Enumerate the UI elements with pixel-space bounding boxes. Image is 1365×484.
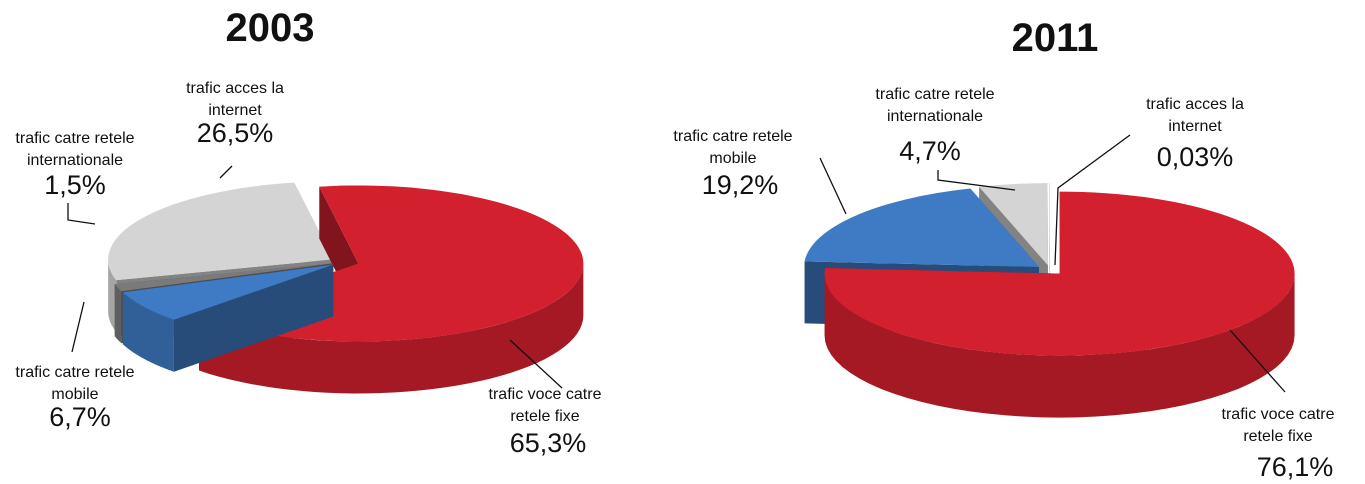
slice-label: trafic voce catre retele fixe xyxy=(488,386,602,425)
value-label: 1,5% xyxy=(44,170,106,200)
slice-label: trafic acces la internet xyxy=(186,80,284,119)
leader-line xyxy=(1054,134,1131,266)
slice-label: trafic voce catre retele fixe xyxy=(1221,406,1335,445)
value-label: 4,7% xyxy=(899,136,961,166)
value-label: 65,3% xyxy=(509,428,587,458)
value-label: 76,1% xyxy=(1256,452,1334,482)
slice-label: trafic catre retele internationale xyxy=(875,86,995,125)
slice-side xyxy=(122,292,174,372)
slice xyxy=(804,188,1040,267)
value-label: 6,7% xyxy=(49,402,111,432)
slice xyxy=(824,191,1295,356)
value-label: 0,03% xyxy=(1156,142,1234,172)
leader-line xyxy=(71,301,85,353)
chart-title: 2011 xyxy=(1011,16,1099,60)
leader-line xyxy=(937,170,1016,191)
slice xyxy=(114,263,332,292)
leader-line xyxy=(1229,329,1286,393)
slice xyxy=(979,183,1048,266)
slice-side xyxy=(108,259,117,333)
slice-label: trafic catre retele mobile xyxy=(673,128,793,167)
leader-line xyxy=(67,203,96,225)
chart-title: 2003 xyxy=(225,6,315,50)
slice-wall xyxy=(122,264,334,345)
leader-line xyxy=(819,157,847,215)
leader-line xyxy=(509,339,563,389)
slice xyxy=(108,182,334,281)
slice-side xyxy=(824,273,1295,418)
value-label: 19,2% xyxy=(701,170,779,200)
leader-lines xyxy=(67,134,1286,393)
slice xyxy=(122,264,334,320)
slice-side xyxy=(114,284,122,344)
slice-side xyxy=(199,263,584,394)
slice-label: trafic catre retele internationale xyxy=(15,130,135,169)
slice-label: trafic catre retele mobile xyxy=(15,364,135,403)
value-label: 26,5% xyxy=(196,118,274,148)
slice-label: trafic acces la internet xyxy=(1146,96,1244,135)
leader-line xyxy=(219,165,233,179)
